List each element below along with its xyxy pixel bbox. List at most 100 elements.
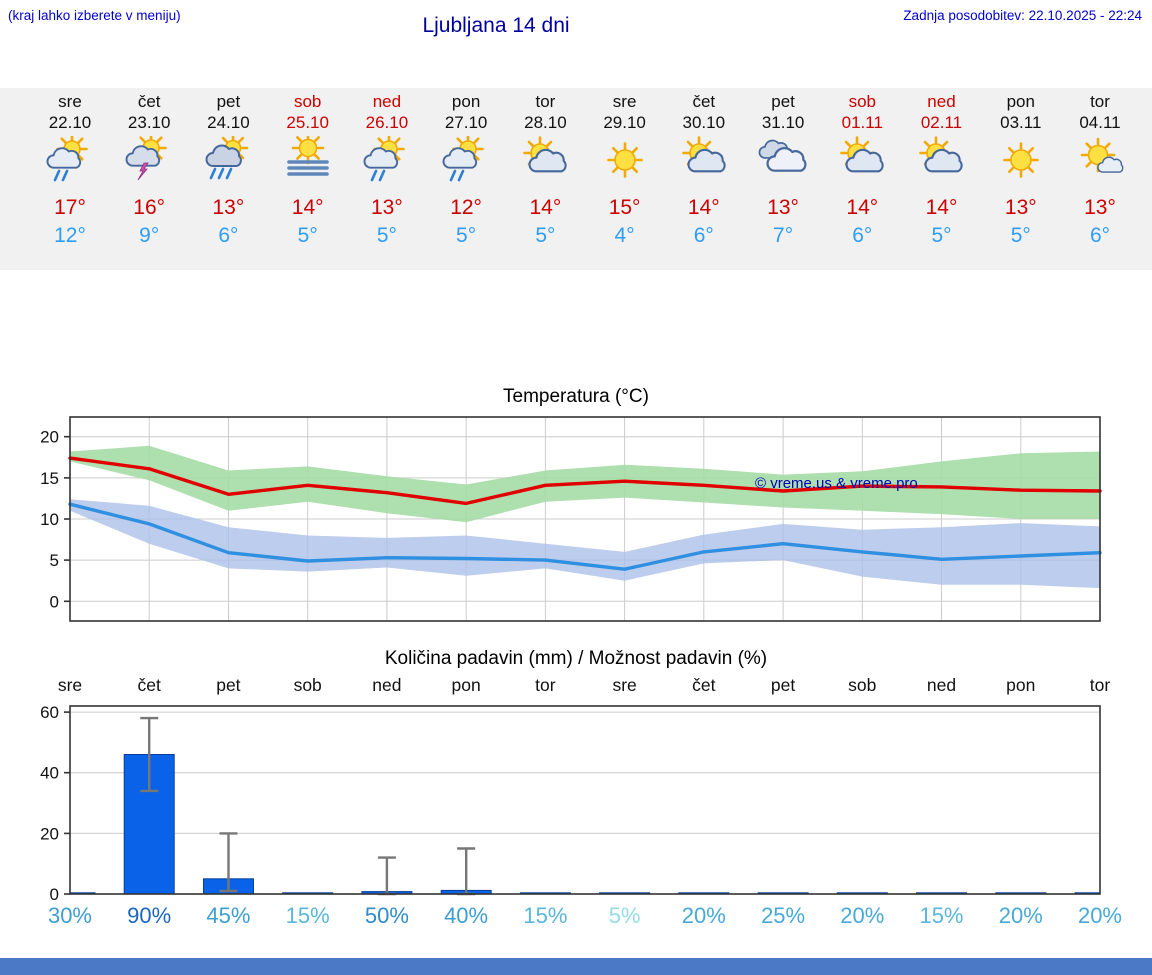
sun-cloud-rain-icon — [437, 133, 495, 182]
day-name: sre — [612, 92, 637, 111]
sun-fog-icon — [279, 131, 337, 182]
precip-probability: 20% — [998, 903, 1043, 928]
sunny-icon — [992, 136, 1050, 182]
precip-ytick-label: 40 — [40, 764, 59, 783]
day-name: sob — [293, 92, 322, 111]
high-temp: 14° — [291, 196, 324, 219]
day-name: pet — [216, 92, 241, 111]
low-temp: 6° — [852, 224, 873, 247]
high-temp: 13° — [1004, 196, 1037, 219]
day-name: pon — [451, 92, 481, 111]
precip-ytick-label: 0 — [50, 885, 59, 904]
day-date: 27.10 — [444, 113, 488, 132]
low-temp: 4° — [614, 224, 635, 247]
precip-day-label: pon — [451, 675, 481, 695]
forecast-day-03.11: pon 03.11 13° 5° — [981, 88, 1060, 270]
tmax-line — [68, 456, 1102, 506]
forecast-day-30.10: čet 30.10 14° 6° — [664, 88, 743, 270]
sun-cloud-rain-icon — [41, 133, 99, 182]
sun-cloud-thunder-icon — [120, 132, 178, 182]
temperature-chart-title: Temperatura (°C) — [503, 386, 649, 407]
precip-probability: 90% — [127, 903, 172, 928]
high-temp: 13° — [767, 196, 799, 219]
day-date: 22.10 — [48, 113, 92, 132]
day-date: 24.10 — [207, 113, 250, 132]
low-temp: 12° — [54, 224, 86, 247]
menu-hint-note: (kraj lahko izberete v meniju) — [8, 8, 181, 23]
day-name: ned — [372, 92, 402, 111]
precip-day-label: pon — [1006, 675, 1036, 695]
precip-probability: 30% — [47, 903, 92, 928]
day-date: 25.10 — [286, 113, 329, 132]
forecast-day-26.10: ned 26.10 13° 5° — [347, 88, 426, 270]
high-temp: 14° — [529, 196, 562, 219]
low-temp: 9° — [139, 224, 160, 247]
low-temp: 5° — [1010, 224, 1031, 247]
precip-probability: 15% — [919, 903, 964, 928]
precip-probability: 20% — [1077, 903, 1122, 928]
precip-ytick-label: 60 — [40, 703, 59, 722]
high-temp: 16° — [133, 196, 166, 219]
precip-day-label: ned — [372, 675, 402, 695]
precip-day-label: sob — [848, 675, 877, 695]
precip-probability: 50% — [364, 903, 409, 928]
temp-ytick-label: 0 — [50, 592, 59, 611]
forecast-day-29.10: sre 29.10 15° 4° — [585, 88, 664, 270]
precip-probability: 15% — [285, 903, 330, 928]
high-temp: 13° — [212, 196, 245, 219]
tmin-range-band — [70, 499, 1100, 589]
day-name: tor — [1090, 92, 1110, 111]
precip-probability: 45% — [206, 903, 251, 928]
high-temp: 12° — [450, 196, 482, 219]
high-temp: 14° — [687, 196, 720, 219]
precip-day-label: čet — [692, 675, 716, 695]
forecast-day-23.10: čet 23.10 16° 9° — [110, 88, 189, 270]
precip-day-label: tor — [1089, 675, 1111, 695]
sun-cloud-icon — [912, 136, 970, 182]
temp-ytick-label: 10 — [40, 510, 59, 529]
day-date: 02.11 — [920, 113, 963, 132]
precip-probability: 5% — [608, 903, 641, 928]
low-temp: 6° — [1089, 224, 1111, 247]
forecast-day-28.10: tor 28.10 14° 5° — [506, 88, 585, 270]
day-date: 01.11 — [841, 113, 883, 132]
day-name: tor — [535, 92, 556, 111]
precip-error-bar — [140, 716, 159, 793]
precip-probability: 15% — [523, 903, 568, 928]
sun-cloud-heavy-rain-icon — [199, 132, 257, 182]
forecast-day-31.10: pet 31.10 13° 7° — [744, 88, 823, 270]
precip-chart: 0 20 40 60 — [40, 703, 1101, 904]
precip-probability-row: 30% 90% 45% 15% 50% 40% 15% 5% 20% 25% 20% 15% 20% 20… — [0, 903, 1152, 933]
forecast-day-25.10: sob 25.10 14° 5° — [268, 88, 347, 270]
high-temp: 13° — [1084, 196, 1116, 219]
forecast-day-24.10: pet 24.10 13° 6° — [189, 88, 268, 270]
sun-cloud-icon — [516, 136, 574, 182]
watermark-link[interactable]: © vreme.us & vreme.pro — [755, 475, 918, 492]
high-temp: 14° — [846, 196, 879, 219]
precip-plot-area — [70, 706, 1100, 894]
temp-ytick-label: 15 — [40, 469, 59, 488]
low-temp: 5° — [376, 224, 397, 247]
low-temp: 6° — [218, 224, 239, 247]
precip-day-label: tor — [535, 675, 556, 695]
precip-day-labels-row: sre čet pet sob ned pon tor sre čet pet sob ned pon t… — [0, 675, 1152, 699]
high-temp: 15° — [608, 196, 641, 219]
sun-cloud-icon — [833, 136, 891, 182]
precip-probability: 25% — [761, 903, 806, 928]
cloudy-icon — [754, 136, 812, 182]
day-name: čet — [137, 92, 161, 111]
precip-day-label: sre — [612, 675, 637, 695]
day-name: ned — [927, 92, 956, 111]
low-temp: 5° — [931, 224, 952, 247]
precip-day-label: pet — [216, 675, 241, 695]
temp-ytick-label: 5 — [50, 551, 59, 570]
footer-bar — [0, 958, 1152, 975]
precip-day-label: sre — [57, 675, 83, 695]
day-date: 28.10 — [524, 113, 567, 132]
sun-small-cloud-icon — [1071, 136, 1129, 182]
sunny-icon — [596, 136, 654, 182]
high-temp: 13° — [371, 196, 403, 219]
low-temp: 7° — [773, 224, 794, 247]
day-date: 23.10 — [127, 113, 171, 132]
